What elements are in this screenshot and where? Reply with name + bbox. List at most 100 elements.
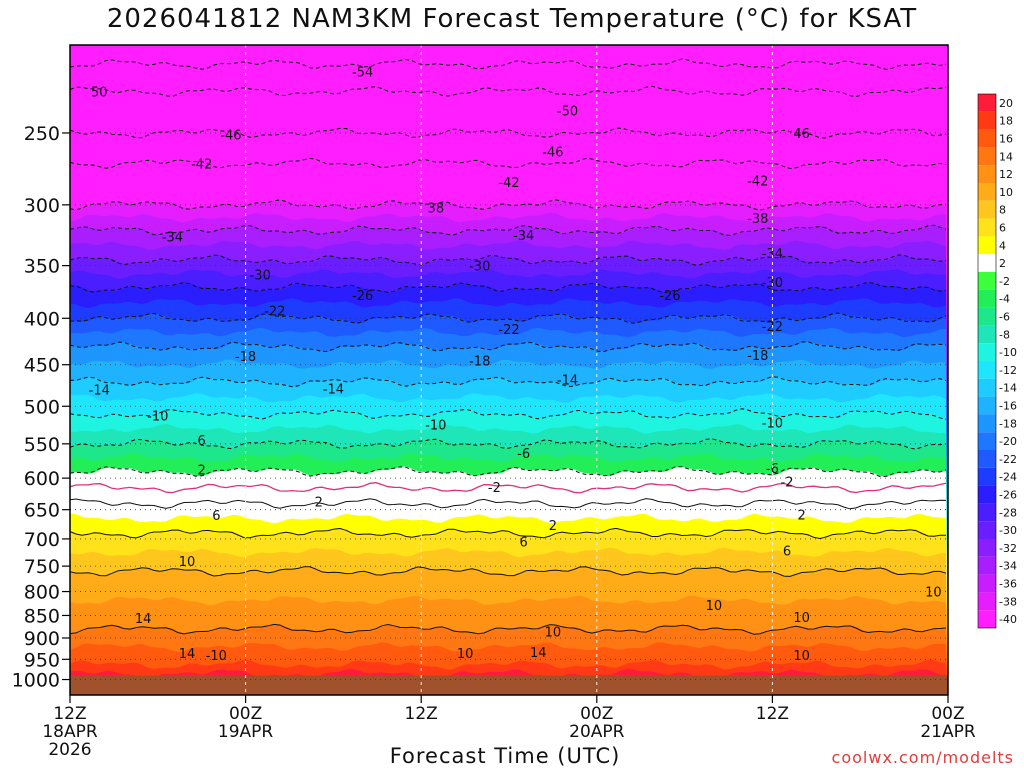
y-tick-label: 250	[24, 123, 60, 145]
colorbar-tick-label: -24	[999, 471, 1017, 484]
isotherm	[70, 85, 947, 98]
isotherm	[70, 438, 947, 450]
colorbar-swatch	[978, 307, 996, 326]
colorbar-swatch	[978, 254, 996, 272]
colorbar-swatch	[978, 325, 996, 344]
colorbar-swatch	[978, 183, 996, 201]
isotherm	[70, 254, 947, 266]
contour-label: 14	[530, 646, 547, 661]
contour-label: 14	[135, 612, 152, 627]
colorbar-swatch	[978, 432, 996, 450]
contour-label: -26	[352, 289, 373, 304]
colorbar-swatch	[978, 111, 996, 130]
contour-label: -2	[781, 475, 794, 490]
contour-label: -22	[498, 323, 519, 338]
contour-label: -34	[762, 247, 783, 262]
contour-label: -46	[220, 129, 241, 144]
ground-fill	[70, 675, 948, 695]
colorbar-swatch	[978, 129, 996, 148]
contour-label: -18	[235, 350, 256, 365]
colorbar-swatch	[978, 503, 996, 522]
colorbar-tick-label: -8	[999, 328, 1010, 341]
colorbar-tick-label: 18	[999, 115, 1013, 128]
colorbar-swatch	[978, 289, 996, 308]
x-tick-label: 00Z	[580, 704, 613, 724]
colorbar-tick-label: 10	[999, 186, 1013, 199]
site-credit[interactable]: coolwx.com/modelts	[831, 748, 1014, 767]
colorbar-swatch	[978, 378, 996, 397]
contour-label: 10	[545, 625, 562, 640]
colorbar-swatch	[978, 485, 996, 504]
colorbar-tick-label: -40	[999, 613, 1017, 626]
colorbar-swatch	[978, 236, 996, 255]
contour-label: -46	[542, 145, 563, 160]
isotherm	[70, 224, 947, 236]
contour-label: 2	[198, 464, 206, 479]
y-tick-label: 800	[24, 582, 60, 604]
temperature-bands	[70, 45, 948, 695]
isotherm	[70, 199, 947, 211]
contour-label: -14	[557, 373, 578, 388]
colorbar-swatch	[978, 556, 996, 575]
x-tick-label: 20APR	[569, 722, 625, 742]
colorbar-tick-label: 6	[999, 222, 1006, 235]
contour-label: -34	[513, 229, 534, 244]
freezing-line	[70, 482, 947, 494]
colorbar-swatch	[978, 450, 996, 468]
colorbar-swatch	[978, 610, 996, 628]
isotherm	[70, 341, 947, 353]
contour-label: -50	[557, 104, 578, 119]
colorbar-swatch	[978, 592, 996, 611]
contour-label: -26	[659, 289, 680, 304]
contour-label: -18	[747, 349, 768, 364]
x-tick-label: 00Z	[229, 704, 262, 724]
colorbar-tick-label: 4	[999, 239, 1006, 252]
contour-label: 10	[925, 586, 942, 601]
colorbar-tick-label: 20	[999, 97, 1013, 110]
y-tick-label: 450	[24, 355, 60, 377]
contour-label: -14	[89, 383, 110, 398]
contour-label: -10	[206, 649, 227, 664]
contour-label: -38	[747, 212, 768, 227]
colorbar-tick-label: -4	[999, 293, 1010, 306]
colorbar-tick-label: -20	[999, 435, 1017, 448]
colorbar-tick-label: -38	[999, 595, 1017, 608]
isotherm	[70, 281, 947, 294]
contour-label: -42	[747, 174, 768, 189]
x-axis-label: Forecast Time (UTC)	[389, 744, 621, 768]
plot-border	[69, 44, 949, 696]
y-tick-label: 750	[24, 556, 60, 578]
y-tick-label: 500	[24, 396, 60, 418]
colorbar-tick-label: -28	[999, 506, 1017, 519]
contour-label: -54	[352, 66, 373, 81]
colorbar-swatch	[978, 272, 996, 290]
contour-label: 6	[519, 536, 527, 551]
colorbar-swatch	[978, 574, 996, 593]
colorbar-swatch	[978, 343, 996, 361]
colorbar-tick-label: -2	[999, 275, 1010, 288]
y-tick-label: 350	[24, 256, 60, 278]
contour-label: -6	[517, 447, 530, 462]
contour-label: 38	[428, 201, 445, 216]
y-tick-label: 950	[24, 649, 60, 671]
colorbar-tick-label: -14	[999, 382, 1017, 395]
x-tick-label: 2026	[48, 740, 91, 760]
contour-label: 10	[793, 649, 810, 664]
y-axis-ticks: 2503003504004505005506006507007508008509…	[12, 123, 70, 692]
y-tick-label: 900	[24, 628, 60, 650]
colorbar-swatch	[978, 396, 996, 415]
isotherm-contours	[70, 58, 947, 635]
colorbar-tick-label: 2	[999, 257, 1006, 270]
contour-label: 10	[179, 555, 196, 570]
isotherm	[70, 527, 946, 540]
contour-label: 6	[212, 509, 220, 524]
contour-label: 14	[179, 647, 196, 662]
isotherm	[70, 498, 947, 510]
contour-label: 10	[793, 611, 810, 626]
contour-label: 10	[706, 599, 723, 614]
y-tick-label: 850	[24, 605, 60, 627]
isotherm	[70, 157, 947, 170]
colorbar-tick-label: -6	[999, 311, 1010, 324]
contour-label: -42	[191, 157, 212, 172]
